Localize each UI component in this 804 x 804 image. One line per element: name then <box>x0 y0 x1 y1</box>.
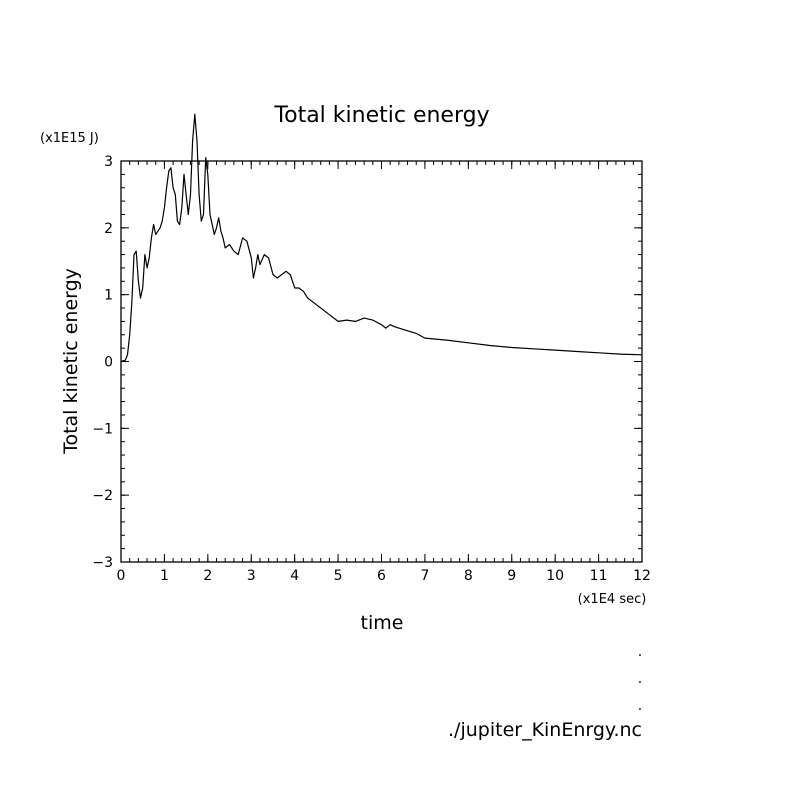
plot-frame <box>120 160 643 563</box>
y-tick-label: 3 <box>104 154 113 170</box>
axis-ticks <box>120 160 643 563</box>
y-unit-label: (x1E15 J) <box>40 131 99 146</box>
x-tick-label: 2 <box>203 568 212 584</box>
footer-dot: . <box>638 644 642 660</box>
footer-dot: . <box>638 698 642 714</box>
x-tick-label: 7 <box>420 568 429 584</box>
x-tick-label: 4 <box>290 568 299 584</box>
x-tick-label: 5 <box>334 568 343 584</box>
chart-title: Total kinetic energy <box>273 103 489 128</box>
x-tick-label: 6 <box>377 568 386 584</box>
x-tick-label: 1 <box>160 568 169 584</box>
x-tick-label: 9 <box>507 568 516 584</box>
y-tick-label: 2 <box>104 221 113 237</box>
y-tick-label: −3 <box>92 555 113 571</box>
file-name: ./jupiter_KinEnrgy.nc <box>448 719 642 741</box>
x-tick-label: 0 <box>117 568 126 584</box>
x-tick-label: 12 <box>633 568 651 584</box>
y-tick-label: 0 <box>104 355 113 371</box>
y-tick-label: −1 <box>92 421 113 437</box>
x-axis-label: time <box>361 612 404 634</box>
y-axis-label: Total kinetic energy <box>60 268 82 455</box>
x-tick-label: 10 <box>546 568 564 584</box>
series-group <box>120 113 643 363</box>
y-tick-label: −2 <box>92 488 113 504</box>
x-tick-label: 3 <box>247 568 256 584</box>
x-tick-label: 11 <box>590 568 608 584</box>
footer-dots: . . . <box>638 644 642 714</box>
series-line <box>120 113 643 363</box>
footer-dot: . <box>638 671 642 687</box>
y-tick-label: 1 <box>104 288 113 304</box>
x-unit-label: (x1E4 sec) <box>578 592 647 607</box>
x-tick-label: 8 <box>464 568 473 584</box>
